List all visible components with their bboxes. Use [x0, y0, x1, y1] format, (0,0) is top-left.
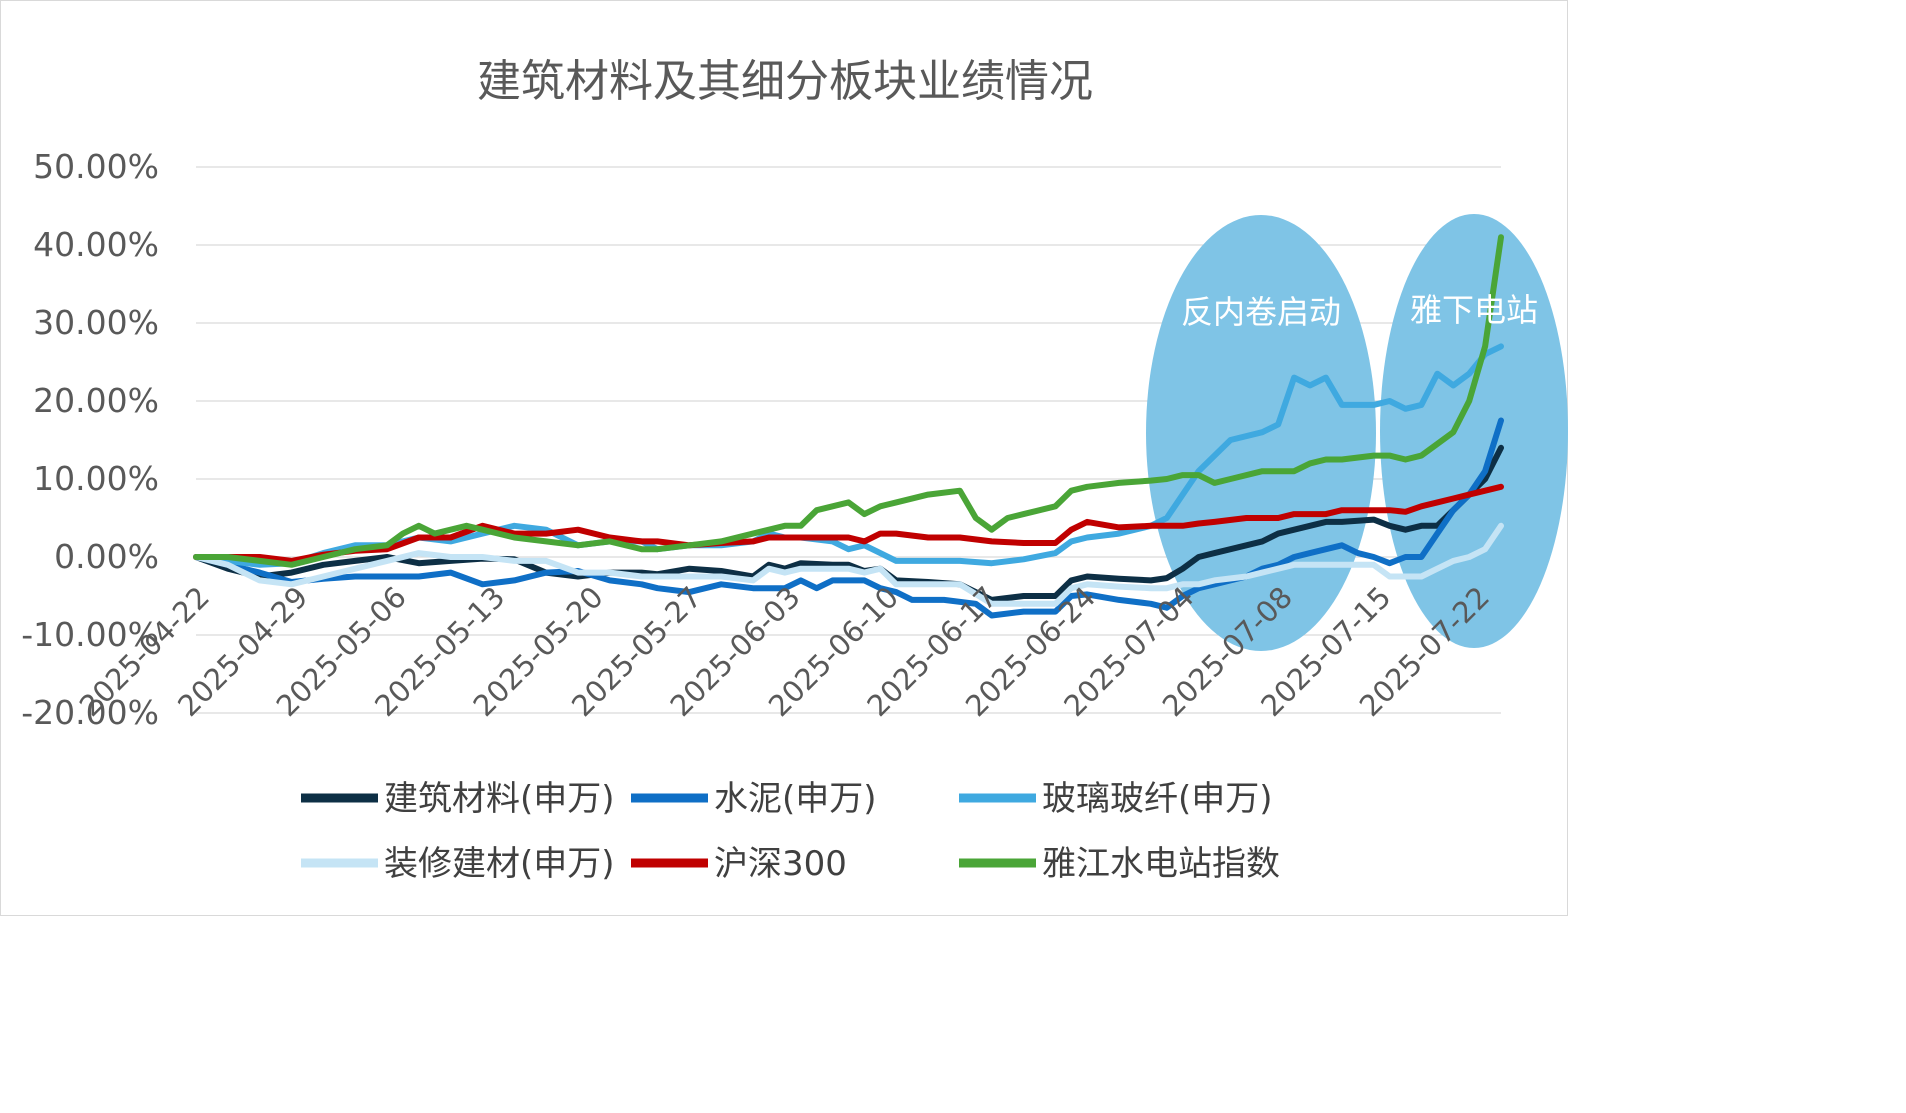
legend-label: 建筑材料(申万) [384, 779, 615, 819]
x-axis-ticks: 2025-04-222025-04-292025-05-062025-05-13… [73, 580, 1496, 723]
y-tick-label: 10.00% [33, 459, 159, 498]
y-tick-label: 20.00% [33, 381, 159, 420]
series-line-4 [193, 483, 1504, 564]
y-tick-label: 0.00% [54, 537, 159, 576]
legend-label: 玻璃玻纤(申万) [1042, 779, 1273, 819]
legend: 建筑材料(申万) 水泥(申万) 玻璃玻纤(申万) 装修建材(申万) 沪深300 雅江水电站… [301, 779, 1280, 884]
legend-label: 水泥(申万) [714, 779, 877, 819]
annotation-label: 反内卷启动 [1181, 293, 1341, 331]
legend-label: 雅江水电站指数 [1042, 844, 1280, 884]
series-line-3 [193, 522, 1504, 607]
chart-frame: 建筑材料及其细分板块业绩情况 反内卷启动 雅下电站 50.00% 40.00% 30.… [0, 0, 1568, 916]
y-tick-label: -20.00% [21, 693, 159, 732]
legend-label: 沪深300 [714, 844, 847, 884]
annotation-labels: 反内卷启动 雅下电站 [1181, 291, 1538, 331]
y-tick-label: 40.00% [33, 225, 159, 264]
legend-label: 装修建材(申万) [384, 844, 615, 884]
y-tick-label: 30.00% [33, 303, 159, 342]
line-chart: 建筑材料及其细分板块业绩情况 反内卷启动 雅下电站 50.00% 40.00% 30.… [21, 56, 1568, 884]
series-line-5 [193, 234, 1504, 568]
series-line-1 [193, 417, 1504, 619]
chart-title: 建筑材料及其细分板块业绩情况 [477, 56, 1093, 107]
annotation-ellipse [1380, 214, 1568, 648]
y-tick-label: 50.00% [33, 147, 159, 186]
annotation-label: 雅下电站 [1410, 291, 1538, 329]
y-tick-label: -10.00% [21, 615, 159, 654]
y-axis-ticks: 50.00% 40.00% 30.00% 20.00% 10.00% 0.00% -10.0… [21, 147, 159, 732]
series-lines [193, 234, 1504, 619]
